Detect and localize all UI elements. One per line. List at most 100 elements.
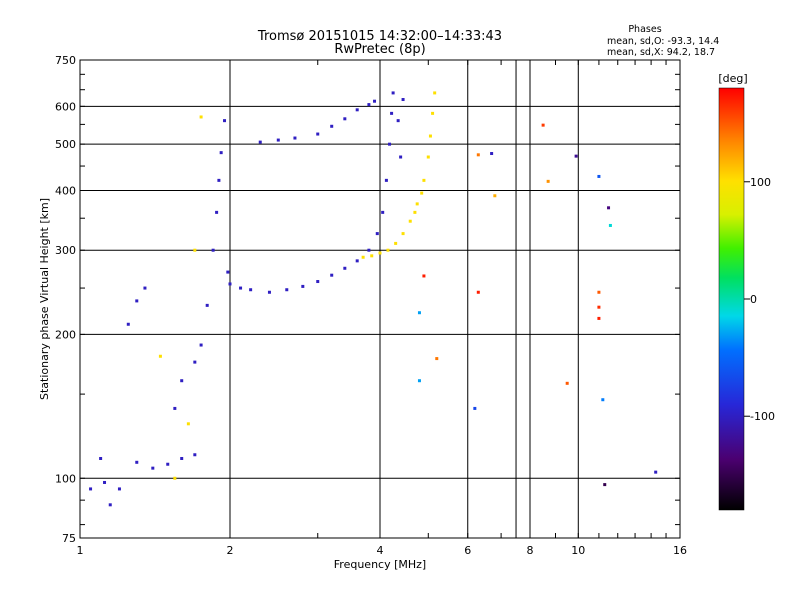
data-point xyxy=(258,140,262,144)
data-point xyxy=(375,232,379,236)
scatter-points xyxy=(89,91,658,507)
data-point xyxy=(574,154,578,158)
y-tick-label: 100 xyxy=(55,472,76,485)
data-point xyxy=(301,284,305,288)
data-point xyxy=(193,360,197,364)
data-point xyxy=(473,406,477,410)
y-tick-labels: 75 100 200 300 400 500 600 750 xyxy=(55,54,76,545)
x-gridlines xyxy=(229,60,579,538)
data-point xyxy=(426,155,430,159)
data-point xyxy=(193,453,197,457)
colorbar-tick-label: 0 xyxy=(750,293,757,306)
data-point xyxy=(378,251,382,255)
data-point xyxy=(396,119,400,123)
data-point xyxy=(401,98,405,102)
data-point xyxy=(565,381,569,385)
data-point xyxy=(355,108,359,112)
y-tick-label: 500 xyxy=(55,138,76,151)
colorbar-ticks: 100 0 -100 xyxy=(744,176,775,423)
data-point xyxy=(391,91,395,95)
data-point xyxy=(135,460,139,464)
x-tick-label: 2 xyxy=(227,544,234,557)
data-point xyxy=(343,266,347,270)
data-point xyxy=(417,311,421,315)
data-point xyxy=(343,117,347,121)
data-point xyxy=(219,151,223,155)
y-tick-label: 200 xyxy=(55,328,76,341)
data-point xyxy=(228,282,232,286)
data-point xyxy=(597,174,601,178)
data-point xyxy=(541,123,545,127)
data-point xyxy=(428,134,432,138)
data-point xyxy=(654,470,658,474)
data-point xyxy=(408,219,412,223)
stats-line-o: mean, sd,O: -93.3, 14.4 xyxy=(607,36,719,47)
data-point xyxy=(476,153,480,157)
x-tick-label: 16 xyxy=(673,544,687,557)
x-tick-label: 1 xyxy=(77,544,84,557)
data-point xyxy=(355,259,359,263)
data-point xyxy=(223,119,227,123)
y-tick-marks xyxy=(80,73,680,526)
data-point xyxy=(173,476,177,480)
data-point xyxy=(285,288,289,292)
data-point xyxy=(205,303,209,307)
data-point xyxy=(217,178,221,182)
colorbar: [deg] 100 0 -100 xyxy=(718,72,775,511)
x-tick-marks xyxy=(79,60,681,538)
x-axis-title: Frequency [MHz] xyxy=(334,558,426,571)
data-point xyxy=(267,290,271,294)
data-point xyxy=(173,406,177,410)
y-tick-label: 750 xyxy=(55,54,76,67)
data-point xyxy=(597,290,601,294)
data-point xyxy=(166,462,170,466)
data-point xyxy=(108,503,112,507)
data-point xyxy=(89,487,93,491)
data-point xyxy=(180,379,184,383)
data-point xyxy=(361,255,365,259)
data-point xyxy=(493,194,497,198)
data-point xyxy=(399,155,403,159)
y-gridlines xyxy=(80,105,680,479)
data-point xyxy=(370,254,374,258)
data-point xyxy=(420,191,424,195)
x-tick-labels: 1 2 4 6 8 10 16 xyxy=(77,544,688,557)
data-point xyxy=(607,206,611,210)
chart-subtitle: RwPretec (8p) xyxy=(334,42,425,57)
data-point xyxy=(546,179,550,183)
data-point xyxy=(597,305,601,309)
x-tick-label: 4 xyxy=(377,544,384,557)
data-point xyxy=(180,456,184,460)
x-tick-label: 10 xyxy=(571,544,585,557)
data-point xyxy=(381,210,385,214)
data-point xyxy=(401,232,405,236)
chart-title: Tromsø 20151015 14:32:00–14:33:43 xyxy=(257,29,502,44)
data-point xyxy=(293,136,297,140)
data-point xyxy=(193,248,197,252)
x-tick-label: 8 xyxy=(527,544,534,557)
data-point xyxy=(226,270,230,274)
data-point xyxy=(413,210,417,214)
data-point xyxy=(249,288,253,292)
data-point xyxy=(384,178,388,182)
data-point xyxy=(608,223,612,227)
data-point xyxy=(330,124,334,128)
data-point xyxy=(431,111,435,115)
data-point xyxy=(415,202,419,206)
data-point xyxy=(135,299,139,303)
data-point xyxy=(601,398,605,402)
data-point xyxy=(422,178,426,182)
data-point xyxy=(126,322,130,326)
colorbar-tick-label: -100 xyxy=(750,410,775,423)
data-point xyxy=(215,210,219,214)
data-point xyxy=(199,343,203,347)
data-point xyxy=(490,152,494,156)
data-point xyxy=(316,280,320,284)
data-point xyxy=(603,483,607,487)
data-point xyxy=(373,99,377,103)
data-point xyxy=(367,103,371,107)
stats-title: Phases xyxy=(628,24,661,35)
stats-line-x: mean, sd,X: 94.2, 18.7 xyxy=(607,47,715,58)
